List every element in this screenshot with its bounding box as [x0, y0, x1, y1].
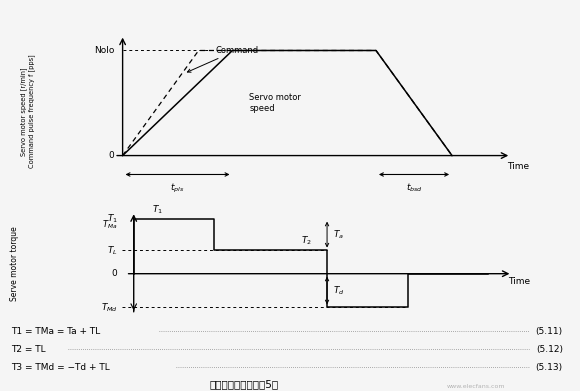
Text: Time: Time	[508, 277, 531, 286]
Text: T3 = TMd = −Td + TL: T3 = TMd = −Td + TL	[12, 363, 110, 372]
Text: Servo motor speed [r/min]
Command pulse frequency f [pps]: Servo motor speed [r/min] Command pulse …	[20, 55, 35, 168]
Text: T1 = TMa = Ta + TL: T1 = TMa = Ta + TL	[12, 326, 101, 335]
Text: Serve motor torque: Serve motor torque	[10, 226, 19, 301]
Text: 实际加减速力矩（图5）: 实际加减速力矩（图5）	[209, 379, 278, 389]
Text: 0: 0	[108, 151, 114, 160]
Text: $T_{Ma}$: $T_{Ma}$	[102, 219, 118, 231]
Text: (5.12): (5.12)	[536, 344, 563, 354]
Text: Nolo: Nolo	[94, 46, 114, 55]
Text: 0: 0	[112, 269, 118, 278]
Text: $T_2$: $T_2$	[302, 234, 313, 247]
Text: $T_a$: $T_a$	[333, 228, 344, 241]
Text: $t_{bsd}$: $t_{bsd}$	[405, 182, 422, 194]
Text: $t_{pls}$: $t_{pls}$	[171, 182, 185, 195]
Text: Command: Command	[187, 46, 259, 72]
Text: $T_L$: $T_L$	[107, 244, 118, 257]
Text: $T_1$: $T_1$	[153, 203, 164, 216]
Text: $T_d$: $T_d$	[333, 284, 345, 297]
Text: Time: Time	[507, 162, 529, 171]
Text: $T_{Md}$: $T_{Md}$	[100, 301, 118, 314]
Text: T2 = TL: T2 = TL	[12, 344, 46, 354]
Text: www.elecfans.com: www.elecfans.com	[447, 384, 505, 389]
Text: Servo motor
speed: Servo motor speed	[249, 93, 301, 113]
Text: $T_1$: $T_1$	[107, 212, 118, 225]
Text: (5.11): (5.11)	[536, 326, 563, 335]
Text: (5.13): (5.13)	[536, 363, 563, 372]
